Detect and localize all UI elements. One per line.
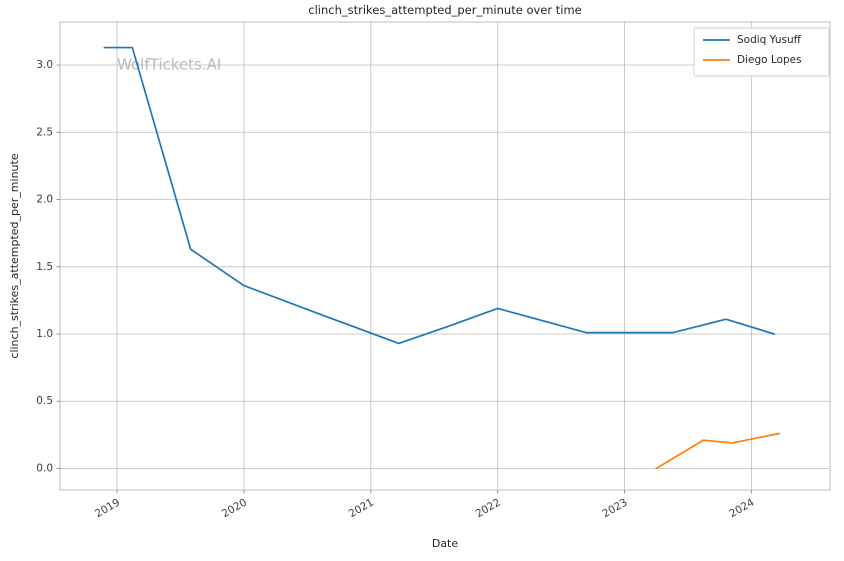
y-tick-label: 1.0 <box>36 328 53 340</box>
y-axis-label: clinch_strikes_attempted_per_minute <box>8 153 21 358</box>
series-line-2 <box>655 432 781 470</box>
y-tick-label: 0.0 <box>36 462 53 474</box>
legend-label-2[interactable]: Diego Lopes <box>737 54 802 66</box>
chart-title: clinch_strikes_attempted_per_minute over… <box>308 3 581 17</box>
y-tick-label: 1.5 <box>36 261 53 273</box>
watermark-label: WolfTickets.AI <box>117 56 221 74</box>
series-line-1 <box>103 46 776 345</box>
series-lines <box>103 46 781 470</box>
gridlines <box>60 22 830 490</box>
watermark: WolfTickets.AI <box>117 56 221 74</box>
plot-area-border <box>59 21 831 491</box>
x-axis-label: Date <box>432 537 459 550</box>
chart-legend[interactable]: Sodiq Yusuff Diego Lopes <box>693 27 830 77</box>
y-tick-label: 2.0 <box>36 194 53 206</box>
y-axis-ticks: 0.0 0.5 1.0 1.5 2.0 2.5 3.0 <box>36 59 60 474</box>
y-tick-label: 2.5 <box>36 126 53 138</box>
y-tick-label: 3.0 <box>36 59 53 71</box>
plot-area-background <box>60 22 830 490</box>
y-tick-label: 0.5 <box>36 395 53 407</box>
legend-label-1[interactable]: Sodiq Yusuff <box>737 34 802 46</box>
